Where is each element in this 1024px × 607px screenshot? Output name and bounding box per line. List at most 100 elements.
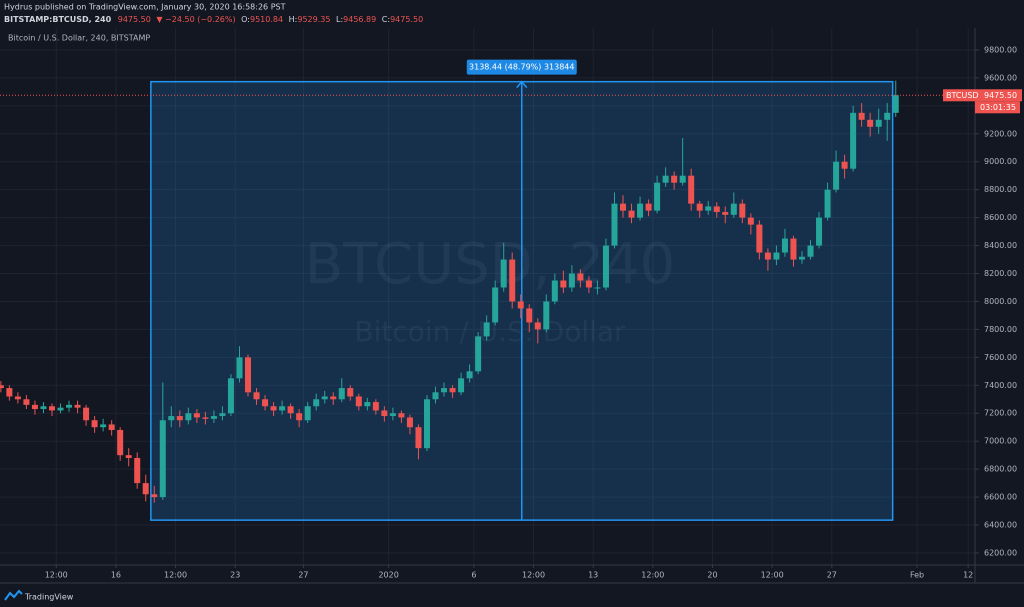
ohlc-key: C: xyxy=(382,15,390,24)
y-tick-label: 7800.00 xyxy=(984,325,1017,334)
candle-body xyxy=(713,206,720,213)
candle-body xyxy=(423,399,430,449)
candle-body xyxy=(48,406,55,411)
x-tick-label: 12:00 xyxy=(45,571,68,580)
candle-body xyxy=(611,203,618,246)
candle-body xyxy=(185,413,192,421)
candle-body xyxy=(117,430,124,456)
candle-body xyxy=(620,203,627,211)
candle-body xyxy=(696,203,703,211)
candle-body xyxy=(245,357,252,393)
axes: 6200.00 6400.00 6600.00 6800.00 7000.00 7200.… xyxy=(45,45,1022,580)
candle-body xyxy=(227,378,234,414)
y-tick-label: 8000.00 xyxy=(984,297,1017,306)
candle-body xyxy=(858,112,865,120)
candle-body xyxy=(125,455,132,458)
candle-body xyxy=(176,416,183,421)
candle-body xyxy=(637,203,644,218)
last-price-symbol: BTCUSD xyxy=(946,91,979,100)
candle-body xyxy=(415,427,422,449)
candle-body xyxy=(31,404,38,410)
candle-body xyxy=(159,420,166,498)
change: ▼ −24.50 (−0.26%) xyxy=(156,15,235,24)
y-tick-label: 9800.00 xyxy=(984,45,1017,54)
y-tick-label: 7600.00 xyxy=(984,353,1017,362)
candle-body xyxy=(534,322,541,330)
candle-body xyxy=(867,119,874,127)
x-tick-label: Feb xyxy=(910,571,924,580)
candle-body xyxy=(338,388,345,400)
candle-body xyxy=(671,175,678,183)
x-tick-label: 12:00 xyxy=(761,571,784,580)
x-tick-label: 12 xyxy=(963,571,973,580)
candle-body xyxy=(568,273,575,288)
candle-body xyxy=(57,407,64,411)
ohlc-value: 9475.50 xyxy=(390,15,423,24)
candle-body xyxy=(91,420,98,428)
candle-body xyxy=(798,256,805,260)
candle-body xyxy=(381,410,388,417)
candle-body xyxy=(219,413,226,417)
candle-body xyxy=(747,217,754,225)
candle-body xyxy=(23,399,30,405)
plot: 3138.44 (48.79%) 313844 xyxy=(0,59,975,521)
candle-body xyxy=(509,259,516,302)
candle-body xyxy=(662,175,669,183)
candle-body xyxy=(389,413,396,417)
x-tick-label: 16 xyxy=(111,571,121,580)
y-tick-label: 9600.00 xyxy=(984,73,1017,82)
candle-body xyxy=(892,95,899,113)
candle-body xyxy=(74,404,81,408)
y-tick-label: 8200.00 xyxy=(984,269,1017,278)
footer-logo: TradingView xyxy=(4,589,74,602)
candle-body xyxy=(850,112,857,169)
candle-body xyxy=(884,112,891,120)
candle-body xyxy=(134,457,141,484)
ohlc-key: H: xyxy=(289,15,298,24)
candle-body xyxy=(764,252,771,260)
candle-body xyxy=(287,406,294,414)
candle-body xyxy=(364,402,371,407)
candle-body xyxy=(730,203,737,215)
candle-body xyxy=(0,385,4,389)
candle-body xyxy=(296,413,303,421)
x-tick-label: 6 xyxy=(471,571,476,580)
candle-body xyxy=(202,417,209,419)
y-tick-label: 6200.00 xyxy=(984,548,1017,557)
x-tick-label: 12:00 xyxy=(164,571,187,580)
candle-body xyxy=(151,494,158,498)
last-price-tag xyxy=(943,89,1022,102)
y-tick-label: 8400.00 xyxy=(984,241,1017,250)
candle-body xyxy=(645,203,652,211)
candle-body xyxy=(304,406,311,421)
candle-body xyxy=(432,392,439,400)
candle-body xyxy=(833,161,840,190)
publisher-line: Hydrus published on TradingView.com, Jan… xyxy=(4,3,286,12)
x-tick-label: 27 xyxy=(827,571,837,580)
candle-body xyxy=(739,203,746,218)
price: 9475.50 xyxy=(118,15,151,24)
candle-body xyxy=(279,406,286,411)
candle-body xyxy=(679,175,686,183)
candle-body xyxy=(790,238,797,260)
candle-body xyxy=(781,238,788,253)
candle-body xyxy=(168,416,175,421)
y-tick-label: 7400.00 xyxy=(984,381,1017,390)
y-tick-label: 6600.00 xyxy=(984,493,1017,502)
ohlc-value: 9456.89 xyxy=(343,15,376,24)
candle-body xyxy=(210,416,217,419)
candle-body xyxy=(466,371,473,379)
y-tick-label: 6400.00 xyxy=(984,521,1017,530)
measure-arrowhead xyxy=(516,80,528,89)
measure-label-box xyxy=(466,59,577,75)
candle-body xyxy=(517,301,524,309)
candle-body xyxy=(816,217,823,246)
candle-body xyxy=(66,404,73,408)
candle-body xyxy=(602,245,609,288)
y-tick-label: 9000.00 xyxy=(984,157,1017,166)
x-tick-label: 12:00 xyxy=(522,571,545,580)
candle-body xyxy=(449,388,456,393)
candle-body xyxy=(398,413,405,418)
candle-body xyxy=(406,417,413,428)
